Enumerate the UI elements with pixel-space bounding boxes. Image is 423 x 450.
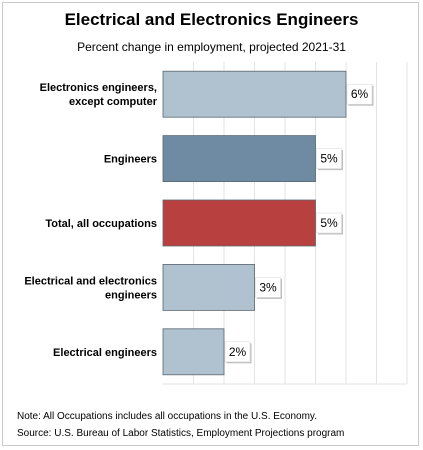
chart-title: Electrical and Electronics Engineers	[64, 10, 359, 29]
bar	[162, 199, 316, 247]
value-label: 2%	[229, 345, 247, 359]
footer-note: Note: All Occupations includes all occup…	[17, 411, 317, 422]
category-label: Total, all occupations	[45, 218, 157, 230]
value-label-box	[316, 148, 342, 169]
value-label-box	[316, 212, 342, 234]
value-label-box	[346, 83, 373, 105]
chart-subtitle: Percent change in employment, projected …	[77, 40, 346, 54]
footer-source: Source: U.S. Bureau of Labor Statistics,…	[17, 428, 345, 439]
value-label: 6%	[351, 87, 369, 101]
category-label: Electronics engineers,	[40, 82, 157, 94]
value-label: 3%	[259, 280, 277, 294]
category-label: Engineers	[104, 154, 157, 166]
category-label: engineers	[105, 289, 157, 301]
bar	[162, 135, 316, 183]
category-label: Electrical engineers	[53, 347, 157, 359]
category-label: Electrical and electronics	[24, 275, 157, 287]
value-label: 5%	[320, 216, 338, 230]
value-label: 5%	[320, 152, 338, 166]
category-label: except computer	[69, 96, 158, 108]
bar	[162, 328, 225, 376]
value-label-box	[255, 277, 281, 298]
bar	[162, 263, 255, 311]
value-label-box	[224, 341, 251, 363]
bar	[162, 70, 347, 118]
